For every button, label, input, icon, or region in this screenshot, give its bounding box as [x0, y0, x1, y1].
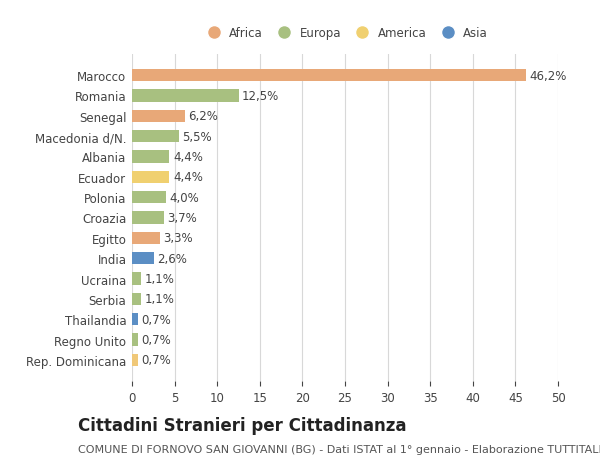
Text: 4,4%: 4,4%: [173, 151, 203, 164]
Bar: [132, 232, 160, 244]
Text: 5,5%: 5,5%: [182, 130, 212, 143]
Text: 0,7%: 0,7%: [142, 353, 171, 367]
Bar: [132, 293, 142, 305]
Bar: [132, 354, 138, 366]
Bar: [132, 131, 179, 143]
Text: 1,1%: 1,1%: [145, 293, 175, 306]
Bar: [132, 212, 164, 224]
Text: 3,3%: 3,3%: [164, 232, 193, 245]
Bar: [132, 90, 239, 102]
Text: 46,2%: 46,2%: [529, 69, 566, 83]
Bar: [132, 171, 169, 184]
Text: 4,4%: 4,4%: [173, 171, 203, 184]
Bar: [132, 151, 169, 163]
Text: 0,7%: 0,7%: [142, 333, 171, 346]
Bar: [132, 273, 142, 285]
Bar: [132, 111, 185, 123]
Bar: [132, 334, 138, 346]
Text: 2,6%: 2,6%: [158, 252, 187, 265]
Text: 12,5%: 12,5%: [242, 90, 279, 103]
Text: 3,7%: 3,7%: [167, 212, 197, 224]
Bar: [132, 252, 154, 265]
Text: 4,0%: 4,0%: [169, 191, 199, 204]
Bar: [132, 313, 138, 325]
Legend: Africa, Europa, America, Asia: Africa, Europa, America, Asia: [197, 22, 493, 44]
Bar: [132, 70, 526, 82]
Text: Cittadini Stranieri per Cittadinanza: Cittadini Stranieri per Cittadinanza: [78, 416, 407, 434]
Bar: [132, 192, 166, 204]
Text: 0,7%: 0,7%: [142, 313, 171, 326]
Text: 1,1%: 1,1%: [145, 272, 175, 285]
Text: 6,2%: 6,2%: [188, 110, 218, 123]
Text: COMUNE DI FORNOVO SAN GIOVANNI (BG) - Dati ISTAT al 1° gennaio - Elaborazione TU: COMUNE DI FORNOVO SAN GIOVANNI (BG) - Da…: [78, 444, 600, 454]
